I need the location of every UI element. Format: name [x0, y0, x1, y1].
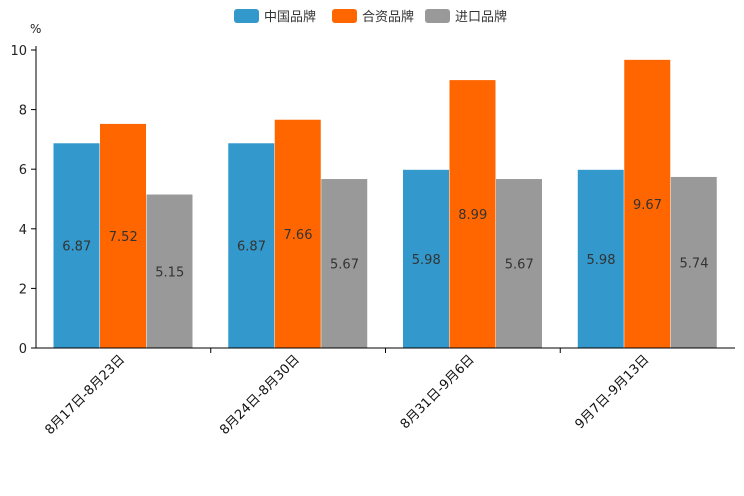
x-tick-label: 8月31日-9月6日 [398, 352, 478, 432]
bar-value-label: 6.87 [62, 240, 91, 255]
bar-value-label: 9.67 [633, 198, 662, 213]
bar [449, 80, 496, 349]
bar-value-label: 5.67 [330, 258, 359, 273]
bar-value-label: 8.99 [458, 208, 487, 223]
x-tick-label: 9月7日-9月13日 [573, 352, 653, 432]
bar [496, 179, 542, 348]
y-tick-label: 0 [19, 342, 27, 357]
bar [100, 123, 146, 349]
legend-label: 合资品牌 [362, 9, 414, 25]
legend: 中国品牌 合资品牌 进口品牌 [234, 9, 507, 25]
legend-item[interactable]: 中国品牌 [234, 9, 316, 25]
y-tick-label: 10 [10, 44, 27, 59]
y-tick-label: 8 [19, 104, 27, 119]
bar-value-label: 5.15 [155, 265, 184, 280]
bar [53, 143, 100, 348]
bar [624, 59, 671, 349]
bar-value-label: 5.67 [505, 258, 534, 273]
legend-swatch [425, 9, 450, 23]
bar [146, 194, 193, 348]
y-tick-label: 6 [19, 163, 27, 178]
y-tick-label: 4 [19, 223, 27, 238]
bar-value-label: 5.98 [587, 253, 616, 268]
x-axis: 8月17日-8月23日 8月24日-8月30日 8月31日-9月6日 9月7日-9月1… [36, 347, 735, 438]
bar [670, 176, 717, 348]
bar-value-label: 7.66 [284, 228, 313, 243]
bar-value-label: 5.74 [680, 256, 709, 271]
legend-label: 中国品牌 [264, 9, 316, 25]
bars: 6.87 7.52 5.15 6.87 7.66 5.67 5.98 8.99 5.67 5.98… [53, 59, 717, 349]
bar-value-label: 5.98 [412, 253, 441, 268]
bar [228, 143, 275, 348]
legend-swatch [332, 9, 357, 23]
legend-item[interactable]: 合资品牌 [332, 9, 414, 25]
x-tick-label: 8月17日-8月23日 [42, 352, 128, 438]
y-tick-label: 2 [19, 282, 27, 297]
x-tick-label: 8月24日-8月30日 [217, 352, 303, 438]
bar-value-label: 6.87 [237, 240, 266, 255]
legend-item[interactable]: 进口品牌 [425, 9, 507, 25]
bar [403, 169, 449, 348]
bar [321, 179, 368, 348]
bar-value-label: 7.52 [109, 230, 138, 245]
y-axis-unit: % [30, 22, 41, 36]
y-axis: 0 2 4 6 8 10 [10, 44, 37, 357]
legend-swatch [234, 9, 259, 23]
legend-label: 进口品牌 [455, 9, 507, 25]
bar [274, 119, 321, 349]
bar [577, 169, 624, 348]
